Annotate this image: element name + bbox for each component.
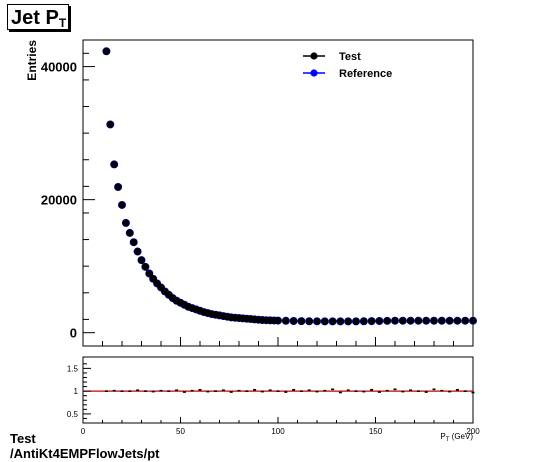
legend-reference-label: Reference [339,68,392,80]
test-point [134,247,142,256]
ratio-y-tick-label: 1 [74,387,79,396]
main-plot-frame [82,39,474,347]
test-point [383,317,391,325]
test-point [274,316,282,325]
ratio-x-tick-label: 200 [466,427,480,436]
main-plot-border [82,39,474,347]
test-point [118,201,126,209]
test-point [399,317,407,325]
test-point [414,317,422,325]
footer-sample-name: Test [10,431,36,446]
ratio-plot-points [104,388,475,394]
test-point [368,317,376,325]
test-point [336,317,344,325]
test-point [407,317,415,325]
test-point [329,317,337,325]
ratio-y-tick-label: 0.5 [67,410,79,419]
test-point [446,317,454,325]
test-point [313,317,321,325]
legend-test-label: Test [339,51,361,63]
legend-test-marker [310,52,318,60]
test-point [122,219,130,227]
footer-histogram-path: /AntiKt4EMPFlowJets/pt [10,446,160,461]
test-point [297,317,305,325]
ratio-y-tick-label: 1.5 [67,364,79,373]
test-point [130,238,138,246]
test-point [126,229,134,237]
ratio-plot-border [82,356,474,424]
test-point [114,183,122,191]
main-y-axis-title: Entries [25,40,39,81]
title-subscript: T [58,16,67,30]
test-point [305,317,313,325]
test-point [422,317,430,325]
ratio-x-axis-title: PT (GeV) [440,432,473,443]
test-point [461,317,469,325]
test-point [438,317,446,325]
ratio-x-tick-label: 0 [81,427,86,436]
legend-reference-marker [310,69,318,77]
ratio-plot-frame [82,356,474,424]
main-y-tick-label: 20000 [41,193,77,208]
test-point [110,160,118,168]
test-point [352,317,360,325]
title-main: Jet P [11,7,59,29]
legend: Test Reference [303,51,392,80]
ratio-x-tick-label: 150 [369,427,383,436]
test-point [102,47,110,55]
test-point [391,317,399,325]
ratio-x-tick-label: 100 [271,427,285,436]
test-point [469,317,477,325]
test-point [375,317,383,325]
test-point [360,317,368,325]
test-point [321,317,329,325]
test-point [282,317,290,325]
ratio-x-tick-label: 50 [176,427,185,436]
test-point [430,317,438,325]
test-point [141,263,149,271]
test-point [290,317,298,325]
test-point [137,256,146,264]
main-plot-points [102,47,477,326]
main-y-tick-label: 40000 [41,60,77,75]
main-y-tick-label: 0 [70,326,77,341]
test-point [106,120,114,129]
test-point [344,317,352,325]
plot-title: Jet PT [7,4,69,30]
test-point [145,269,153,278]
test-point [453,317,461,325]
